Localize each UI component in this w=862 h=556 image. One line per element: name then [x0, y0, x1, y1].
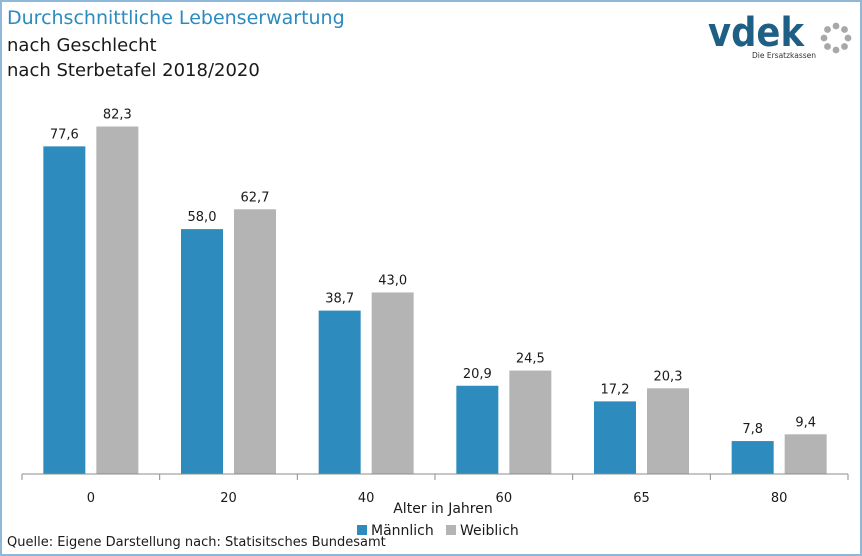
legend-label-maennlich: Männlich — [371, 523, 434, 539]
bar-weiblich-65 — [647, 388, 689, 474]
x-tick-label-80: 80 — [771, 491, 788, 506]
x-tick-label-65: 65 — [633, 491, 650, 506]
bar-weiblich-80 — [784, 434, 827, 474]
data-label-maennlich-60: 20,9 — [463, 367, 492, 382]
bar-weiblich-40 — [371, 292, 414, 474]
bar-maennlich-40 — [318, 310, 361, 474]
data-label-weiblich-60: 24,5 — [516, 352, 545, 367]
data-label-weiblich-40: 43,0 — [378, 273, 407, 288]
chart-subtitle-gender: nach Geschlecht — [7, 35, 157, 56]
legend-swatch-weiblich — [446, 525, 456, 535]
bar-maennlich-60 — [456, 385, 499, 474]
x-tick-label-20: 20 — [220, 491, 237, 506]
data-label-weiblich-0: 82,3 — [103, 108, 132, 123]
bar-weiblich-60 — [509, 370, 552, 474]
vdek-logo: vdek Die Ersatzkassen — [708, 10, 852, 60]
bar-weiblich-20 — [234, 209, 276, 474]
bar-maennlich-80 — [731, 441, 774, 474]
x-tick-label-60: 60 — [496, 491, 513, 506]
legend: Männlich Weiblich — [357, 523, 519, 539]
bar-maennlich-20 — [181, 229, 223, 474]
logo-ring-icon — [820, 22, 852, 54]
data-label-maennlich-40: 38,7 — [325, 292, 354, 307]
data-label-maennlich-0: 77,6 — [50, 127, 79, 142]
x-tick-label-0: 0 — [87, 491, 95, 506]
bar-maennlich-0 — [43, 146, 86, 474]
data-label-weiblich-80: 9,4 — [795, 415, 816, 430]
data-label-weiblich-65: 20,3 — [654, 369, 683, 384]
chart-subtitle-table: nach Sterbetafel 2018/2020 — [7, 60, 260, 81]
logo-tagline: Die Ersatzkassen — [752, 51, 816, 60]
x-axis-label: Alter in Jahren — [393, 501, 493, 517]
data-label-weiblich-20: 62,7 — [241, 190, 270, 205]
chart-title: Durchschnittliche Lebenserwartung — [7, 7, 345, 29]
source-note: Quelle: Eigene Darstellung nach: Statisi… — [7, 535, 386, 550]
bar-maennlich-65 — [594, 401, 636, 474]
logo-wordmark: vdek — [708, 10, 805, 56]
data-label-maennlich-20: 58,0 — [188, 210, 217, 225]
bar-weiblich-0 — [96, 126, 139, 474]
data-label-maennlich-65: 17,2 — [601, 382, 630, 397]
legend-swatch-maennlich — [357, 525, 367, 535]
data-label-maennlich-80: 7,8 — [742, 422, 763, 437]
legend-label-weiblich: Weiblich — [460, 523, 519, 539]
x-tick-label-40: 40 — [358, 491, 375, 506]
